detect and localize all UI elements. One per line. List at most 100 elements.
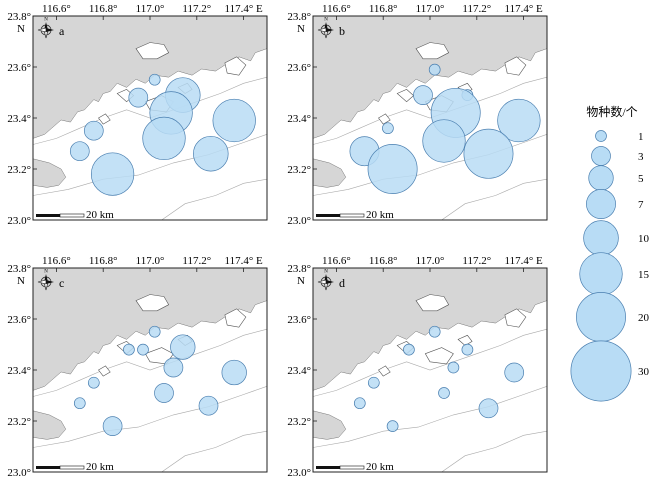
compass-east-arrow	[46, 28, 54, 32]
peninsula	[313, 410, 347, 440]
lat-tick-label: 23.8°	[287, 11, 311, 23]
legend-label: 3	[638, 151, 644, 163]
lat-tick-label: 23.0°	[287, 215, 311, 227]
compass-letter: N	[44, 270, 48, 275]
legend-label: 15	[638, 269, 650, 281]
lon-tick-label: 116.8°	[89, 255, 118, 267]
scale-bar-black	[36, 466, 60, 469]
scale-label: 20 km	[86, 461, 114, 473]
island	[424, 347, 454, 365]
lon-tick-label: 116.6°	[322, 255, 351, 267]
lat-tick-label: 23.4°	[7, 365, 31, 377]
legend-title: 物种数/个	[586, 104, 637, 119]
lon-tick-label: 117.0°	[416, 255, 445, 267]
lon-tick-label: 117.0°	[136, 3, 165, 15]
compass-letter: N	[324, 18, 328, 23]
island	[135, 42, 170, 60]
station-bubble	[90, 152, 135, 196]
panel-label: a	[59, 24, 65, 38]
compass-letter: N	[324, 270, 328, 275]
legend-bubble	[570, 340, 632, 402]
island	[415, 294, 450, 312]
station-bubble	[403, 343, 415, 356]
lat-tick-label: 23.6°	[287, 314, 311, 326]
station-bubble	[170, 334, 196, 360]
station-bubble	[142, 116, 186, 161]
station-bubble	[428, 325, 441, 338]
station-bubble	[367, 376, 380, 389]
compass-letter: N	[44, 18, 48, 23]
station-bubble	[478, 398, 499, 419]
station-bubble	[193, 135, 229, 172]
legend-bubble	[586, 189, 616, 219]
station-bubble	[422, 119, 466, 163]
island	[135, 294, 170, 312]
scale-bar-white	[339, 213, 365, 218]
lat-tick-label: 23.6°	[7, 62, 31, 74]
lat-tick-label: 23.0°	[7, 467, 31, 479]
depth-contour	[313, 134, 547, 196]
lat-tick-label: 23.2°	[287, 164, 311, 176]
island	[378, 113, 391, 125]
station-bubble	[413, 85, 433, 105]
station-bubble	[148, 73, 161, 86]
lon-tick-label: 117.2°	[462, 255, 491, 267]
lon-tick-label: 116.6°	[42, 255, 71, 267]
legend-bubble	[591, 146, 611, 166]
panel-d-map-layers	[313, 268, 547, 472]
depth-contour	[161, 430, 267, 472]
lat-tick-label: 23.2°	[287, 416, 311, 428]
station-bubble	[87, 376, 100, 389]
station-bubble	[212, 98, 256, 143]
compass-east-arrow	[46, 280, 54, 284]
island	[415, 42, 450, 60]
station-bubble	[163, 357, 184, 378]
panel-a-map-layers	[33, 16, 267, 220]
panel-label: d	[339, 276, 345, 290]
lon-tick-label: 116.6°	[42, 3, 71, 15]
lon-tick-label: 116.8°	[89, 3, 118, 15]
lon-tick-label: 117.0°	[136, 255, 165, 267]
scale-bar-black	[36, 214, 60, 217]
panel-d: 116.6° 116.8° 117.0° 117.2° 117.4° E 23.8° 23.…	[287, 255, 548, 479]
depth-contour	[33, 76, 267, 145]
legend-bubble	[595, 130, 607, 142]
lon-tick-label: 116.8°	[369, 255, 398, 267]
station-bubble	[69, 141, 90, 162]
lat-tick-label: 23.4°	[287, 113, 311, 125]
scale-bar-black	[316, 214, 340, 217]
panel-d-compass-icon: N	[317, 270, 334, 291]
station-bubble	[198, 395, 219, 416]
legend-label: 5	[638, 173, 644, 185]
north-label: N	[297, 23, 305, 35]
island	[224, 308, 247, 328]
scale-bar-white	[339, 465, 365, 470]
lon-tick-label: 117.2°	[182, 3, 211, 15]
lon-tick-label: 116.8°	[369, 3, 398, 15]
station-bubble	[83, 120, 104, 141]
station-bubble	[504, 362, 525, 383]
legend-label: 10	[638, 233, 650, 245]
legend-bubble	[576, 292, 626, 342]
panel-label: c	[59, 276, 64, 290]
station-bubble	[428, 63, 441, 76]
island	[224, 56, 247, 76]
station-bubble	[367, 144, 418, 194]
legend-label: 30	[638, 366, 650, 378]
scale-label: 20 km	[366, 209, 394, 221]
station-bubble	[353, 397, 366, 410]
station-bubble	[438, 387, 450, 399]
peninsula	[33, 410, 67, 440]
compass-east-arrow	[326, 280, 334, 284]
station-bubble	[102, 416, 123, 436]
lon-tick-label: 117.4° E	[224, 3, 262, 15]
panel-b-map-layers	[313, 16, 547, 220]
panel-label: b	[339, 24, 345, 38]
station-bubble	[382, 122, 394, 135]
compass-east-arrow	[326, 28, 334, 32]
lon-tick-label: 116.6°	[322, 3, 351, 15]
island	[378, 365, 391, 377]
lat-tick-label: 23.4°	[287, 365, 311, 377]
panel-c: 116.6° 116.8° 117.0° 117.2° 117.4° E 23.8° 23.…	[7, 255, 268, 479]
